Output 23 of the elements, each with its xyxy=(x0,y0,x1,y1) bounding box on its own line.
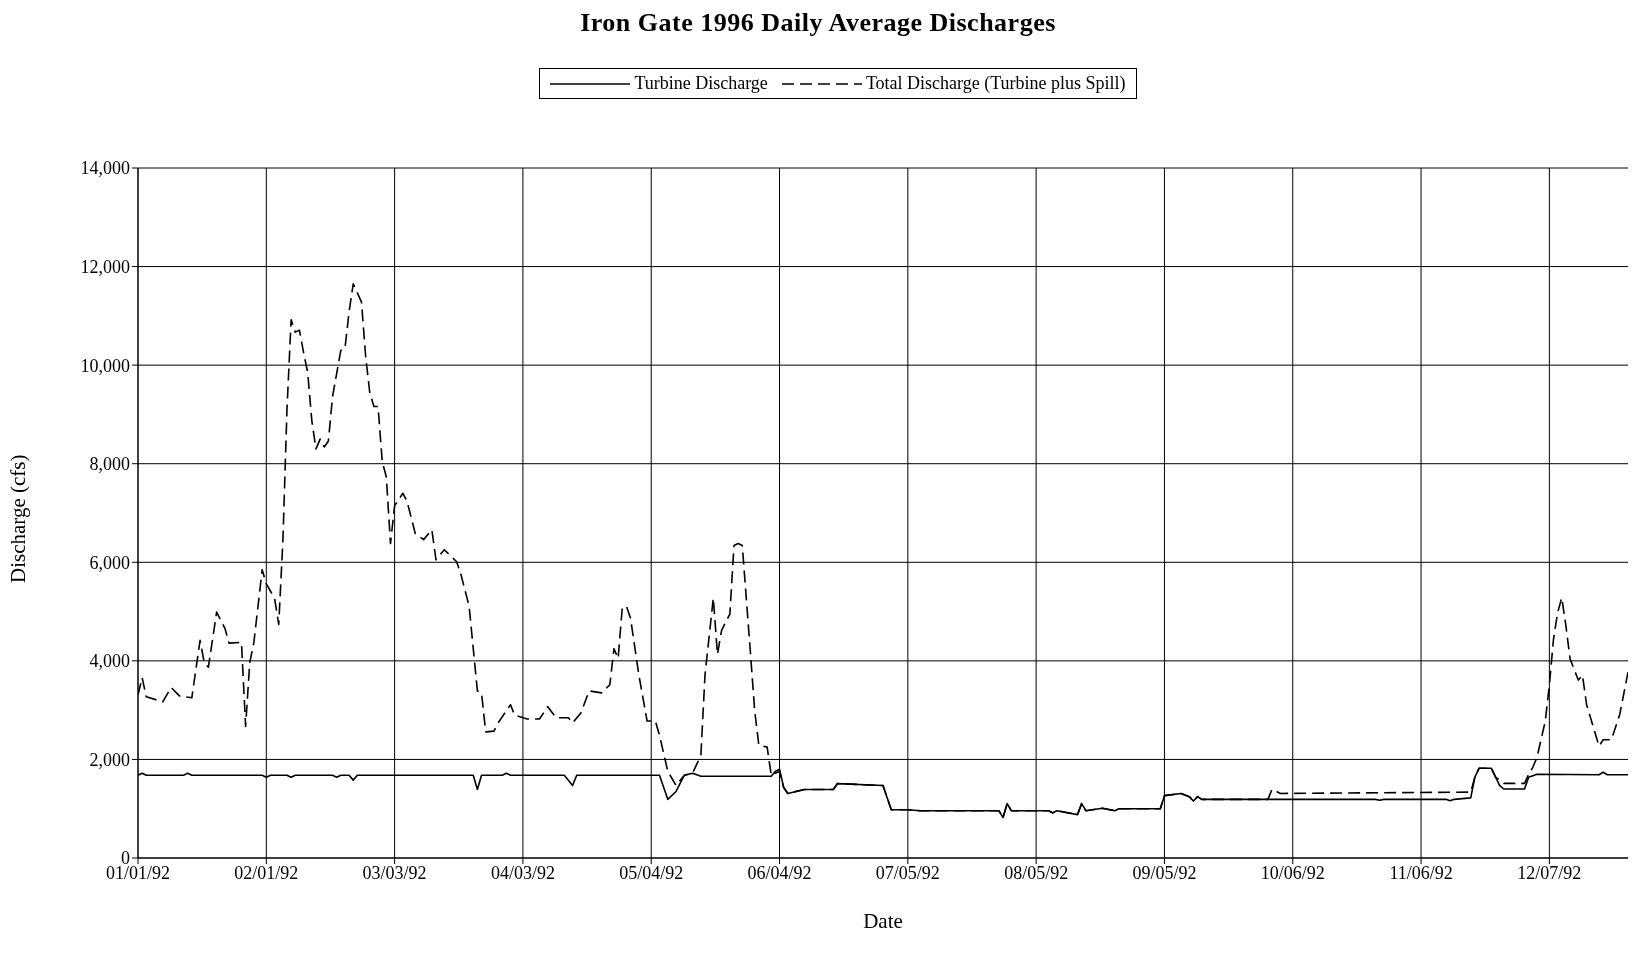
x-tick-label: 07/05/92 xyxy=(875,862,940,883)
legend-label: Turbine Discharge xyxy=(634,73,768,94)
x-tick-label: 09/05/92 xyxy=(1132,862,1197,883)
y-tick-label: 4,000 xyxy=(89,651,130,672)
x-tick-label: 08/05/92 xyxy=(1004,862,1069,883)
x-axis-title: Date xyxy=(863,909,903,933)
legend-label: Total Discharge (Turbine plus Spill) xyxy=(865,73,1126,94)
x-tick-label: 05/04/92 xyxy=(619,862,684,883)
x-tick-label: 11/06/92 xyxy=(1389,862,1453,883)
x-tick-label: 06/04/92 xyxy=(747,862,812,883)
x-tick-label: 03/03/92 xyxy=(362,862,427,883)
x-tick-label: 04/03/92 xyxy=(490,862,555,883)
x-tick-label: 10/06/92 xyxy=(1260,862,1325,883)
x-tick-label: 02/01/92 xyxy=(234,862,299,883)
y-tick-label: 2,000 xyxy=(89,749,130,770)
y-tick-label: 12,000 xyxy=(80,256,130,277)
chart-title: Iron Gate 1996 Daily Average Discharges xyxy=(579,8,1057,38)
y-tick-label: 8,000 xyxy=(89,454,130,475)
x-tick-label: 12/07/92 xyxy=(1517,862,1582,883)
y-tick-label: 14,000 xyxy=(80,158,130,179)
y-tick-label: 6,000 xyxy=(89,552,130,573)
y-tick-label: 10,000 xyxy=(80,355,130,376)
y-axis-title: Discharge (cfs) xyxy=(6,454,31,583)
